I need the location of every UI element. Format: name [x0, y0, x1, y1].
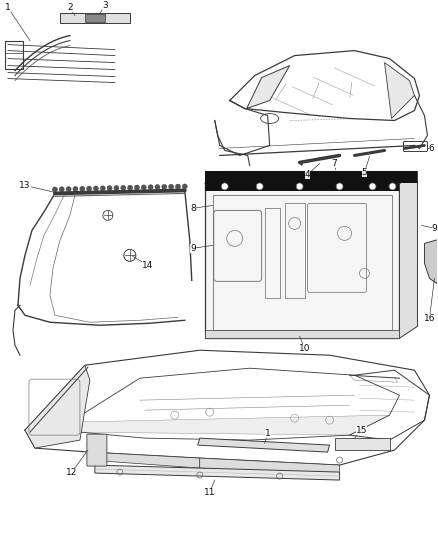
Circle shape [87, 186, 92, 191]
Circle shape [73, 187, 78, 191]
Polygon shape [198, 438, 329, 452]
Circle shape [182, 184, 187, 189]
Circle shape [53, 187, 57, 192]
Text: 11: 11 [204, 488, 215, 497]
Polygon shape [200, 458, 339, 475]
Text: 8: 8 [190, 204, 196, 213]
Text: 4: 4 [305, 170, 311, 179]
Circle shape [114, 185, 119, 190]
Text: 9: 9 [190, 244, 196, 253]
Text: 13: 13 [19, 181, 31, 190]
Bar [285, 204, 304, 298]
Circle shape [134, 185, 139, 190]
Circle shape [389, 183, 396, 190]
Bar [60, 13, 130, 22]
Circle shape [93, 186, 99, 191]
Text: 16: 16 [424, 314, 435, 323]
Circle shape [369, 183, 376, 190]
Bar [205, 330, 399, 338]
Circle shape [121, 185, 126, 190]
Polygon shape [424, 238, 438, 284]
Circle shape [80, 187, 85, 191]
Bar [85, 14, 105, 22]
Circle shape [162, 184, 167, 189]
Polygon shape [385, 62, 414, 118]
Circle shape [176, 184, 180, 189]
Text: 14: 14 [142, 261, 153, 270]
Circle shape [141, 185, 146, 190]
Bar [265, 208, 279, 298]
Circle shape [127, 185, 133, 190]
Polygon shape [399, 172, 417, 338]
Circle shape [256, 183, 263, 190]
Bar [205, 172, 417, 183]
Text: 7: 7 [332, 159, 337, 168]
Bar [335, 438, 389, 450]
Text: 1: 1 [265, 429, 271, 438]
Bar [213, 196, 392, 330]
Polygon shape [25, 365, 90, 448]
Text: 10: 10 [299, 344, 311, 353]
Circle shape [100, 186, 105, 191]
Circle shape [169, 184, 173, 189]
Text: 6: 6 [428, 144, 434, 153]
Text: 15: 15 [356, 426, 367, 434]
Circle shape [148, 185, 153, 190]
Text: 5: 5 [362, 168, 367, 177]
Text: 12: 12 [66, 467, 78, 477]
Polygon shape [95, 465, 339, 480]
Polygon shape [205, 172, 417, 183]
Circle shape [155, 184, 160, 190]
Text: 2: 2 [67, 3, 73, 12]
Text: 9: 9 [431, 224, 437, 233]
Text: 1: 1 [5, 3, 11, 12]
Bar [205, 183, 399, 338]
Circle shape [221, 183, 228, 190]
Text: 3: 3 [102, 1, 108, 10]
Polygon shape [90, 452, 200, 468]
Circle shape [336, 183, 343, 190]
Circle shape [66, 187, 71, 191]
Polygon shape [247, 66, 290, 109]
Circle shape [107, 185, 112, 191]
Circle shape [59, 187, 64, 192]
FancyBboxPatch shape [87, 434, 107, 466]
Polygon shape [70, 415, 389, 435]
Bar [205, 183, 399, 191]
Circle shape [296, 183, 303, 190]
